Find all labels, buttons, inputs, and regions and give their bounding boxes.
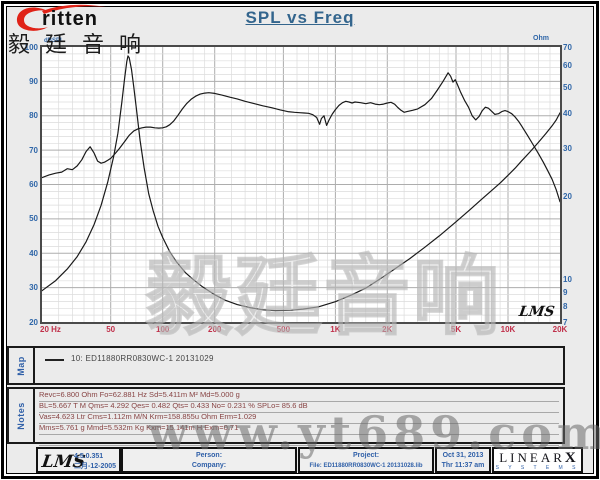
- notes-content: Revc=6.800 Ohm Fo=62.881 Hz Sd=5.411m M²…: [35, 389, 563, 446]
- brand-chinese-text: 毅廷音响: [8, 32, 157, 57]
- report-time: Thr 11:37 am: [441, 462, 485, 469]
- eritten-logo: ritten: [8, 2, 138, 36]
- x-axis-tick-label: 100: [156, 325, 170, 334]
- project-label: Project:: [352, 452, 380, 459]
- notes-line-parameters-3: Vas=4.623 Ltr Cms=1.112m M/N Krm=158.855…: [39, 412, 559, 424]
- footer-project-box: Project: File: ED11880RR0830WC-1 2013102…: [298, 447, 434, 473]
- x-axis-tick-label: 5K: [450, 325, 462, 334]
- lms-version-date: 二月-12-2005: [74, 463, 117, 470]
- spl-vs-freq-plot: [40, 45, 562, 324]
- lms-version: 4.5.0.351 二月-12-2005: [74, 452, 116, 472]
- eritten-logo-text: ritten: [42, 8, 98, 30]
- lms-version-number: 4.5.0.351: [74, 453, 104, 460]
- y-left-tick-label: 90: [29, 76, 38, 86]
- lms-script-mark-chart: LMS: [517, 304, 556, 320]
- legend-curve-sample: [45, 359, 64, 361]
- y-left-tick-label: 60: [29, 180, 38, 189]
- notes-section: Notes Revc=6.800 Ohm Fo=62.881 Hz Sd=5.4…: [7, 387, 565, 446]
- notes-tab-label: Notes: [16, 401, 27, 430]
- report-date: Oct 31, 2013: [442, 452, 484, 459]
- footer-date-box: Oct 31, 2013 Thr 11:37 am: [435, 447, 491, 473]
- x-axis-tick-label: 200: [208, 325, 222, 334]
- y-right-tick-label: 40: [563, 109, 572, 119]
- map-tab: Map: [9, 348, 35, 383]
- notes-line-empty: [39, 434, 559, 446]
- y-left-tick-label: 100: [24, 42, 38, 52]
- plot-canvas: [41, 47, 561, 322]
- y-right-tick-label: 9: [563, 287, 568, 297]
- eritten-swoosh-icon: [16, 4, 106, 31]
- map-section: Map 10: ED11880RR0830WC-1 20131029: [7, 346, 565, 385]
- y-left-tick-label: 30: [29, 283, 38, 293]
- notes-tab: Notes: [9, 389, 35, 442]
- y-right-tick-label: 7: [563, 317, 568, 327]
- y-right-tick-label: 8: [563, 301, 568, 311]
- map-content: 10: ED11880RR0830WC-1 20131029: [35, 348, 563, 383]
- y-right-tick-label: 20: [563, 192, 572, 202]
- linearx-systems-text: S Y S T E M S: [495, 465, 580, 471]
- y-left-tick-label: 20: [29, 317, 38, 327]
- notes-line-parameters-2: BL=5.667 T M Qms= 4.292 Qes= 0.482 Qts= …: [39, 401, 559, 413]
- x-axis-tick-label: 2K: [382, 325, 393, 334]
- x-axis-tick-label: 20 Hz: [40, 325, 61, 334]
- notes-line-parameters-4: Mms=5.761 g Mmd=5.532m Kg Kxm=15.141m H …: [39, 423, 559, 435]
- x-axis-tick-label: 10K: [500, 325, 516, 334]
- y-left-unit-label: dBSPL: [44, 38, 64, 44]
- notes-line-parameters-1: Revc=6.800 Ohm Fo=62.881 Hz Sd=5.411m M²…: [39, 390, 559, 402]
- x-axis-tick-label: 20K: [552, 325, 568, 334]
- legend-entry: 10: ED11880RR0830WC-1 20131029: [71, 354, 214, 363]
- file-name: File: ED11880RR0830WC-1 20131028.lib: [309, 463, 423, 469]
- x-axis-tick-label: 500: [276, 325, 291, 334]
- x-axis-tick-label: 50: [106, 325, 116, 334]
- linearx-logo-text: LINEARX: [499, 450, 576, 466]
- x-axis-tick-label: 1K: [330, 325, 341, 334]
- page-title: SPL vs Freq: [245, 8, 355, 27]
- y-right-unit-label: Ohm: [533, 35, 549, 42]
- y-left-tick-label: 70: [29, 145, 38, 155]
- y-right-tick-label: 50: [563, 82, 572, 92]
- y-left-tick-label: 50: [29, 214, 38, 224]
- y-right-tick-label: 10: [563, 274, 572, 284]
- footer-lms-version-box: LMS 4.5.0.351 二月-12-2005: [36, 447, 121, 473]
- y-right-tick-label: 30: [563, 143, 572, 153]
- company-label: Company:: [191, 462, 227, 469]
- footer-person-box: Person: Company:: [121, 447, 297, 473]
- map-tab-label: Map: [16, 355, 26, 376]
- y-right-tick-label: 60: [563, 60, 572, 70]
- y-left-tick-label: 80: [29, 111, 38, 121]
- y-right-tick-label: 70: [563, 42, 572, 52]
- person-label: Person:: [195, 452, 223, 459]
- footer-linearx-logo-box: LINEARX S Y S T E M S: [492, 447, 583, 473]
- y-left-tick-label: 40: [29, 248, 38, 258]
